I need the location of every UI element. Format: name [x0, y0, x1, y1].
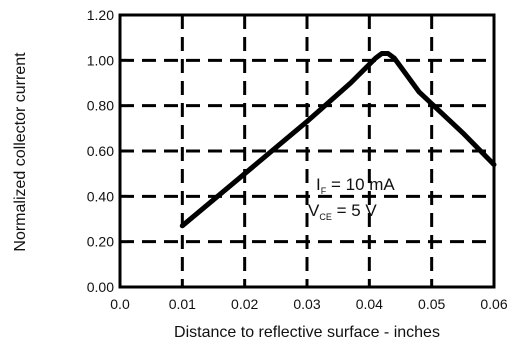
x-axis-label: Distance to reflective surface - inches [174, 324, 440, 341]
y-tick-label: 0.00 [87, 279, 114, 295]
y-tick-label: 0.20 [87, 234, 114, 250]
x-tick-label: 0.05 [418, 296, 445, 312]
grid-lines [120, 15, 494, 287]
series-line [179, 51, 497, 229]
x-tick-label: 0.06 [480, 296, 507, 312]
annotation-line-2-symbol: V [308, 201, 320, 220]
plot-frame [118, 13, 496, 289]
annotation-line-1-subscript: F [321, 186, 327, 196]
tick-labels: 0.00 0.20 0.40 0.60 0.80 1.00 1.20 0.0 0.01 0.02 0… [87, 7, 508, 312]
annotation-line-1-value: = 10 mA [326, 175, 395, 194]
annotation-line-2-subscript: CE [319, 212, 332, 222]
x-tick-label: 0.0 [110, 296, 130, 312]
annotation-line-2: VCE = 5 V [308, 201, 377, 222]
y-tick-label: 0.40 [87, 188, 114, 204]
y-tick-label: 1.20 [87, 7, 114, 23]
y-axis-label: Normalized collector current [12, 52, 29, 252]
annotation-line-1: IF = 10 mA [316, 175, 395, 196]
x-tick-label: 0.04 [356, 296, 383, 312]
x-tick-label: 0.01 [169, 296, 196, 312]
x-tick-label: 0.03 [293, 296, 320, 312]
annotation-line-1-symbol: I [316, 175, 321, 194]
x-tick-label: 0.02 [231, 296, 258, 312]
annotation-line-2-value: = 5 V [332, 201, 378, 220]
y-tick-label: 1.00 [87, 52, 114, 68]
y-tick-label: 0.60 [87, 143, 114, 159]
y-tick-label: 0.80 [87, 98, 114, 114]
